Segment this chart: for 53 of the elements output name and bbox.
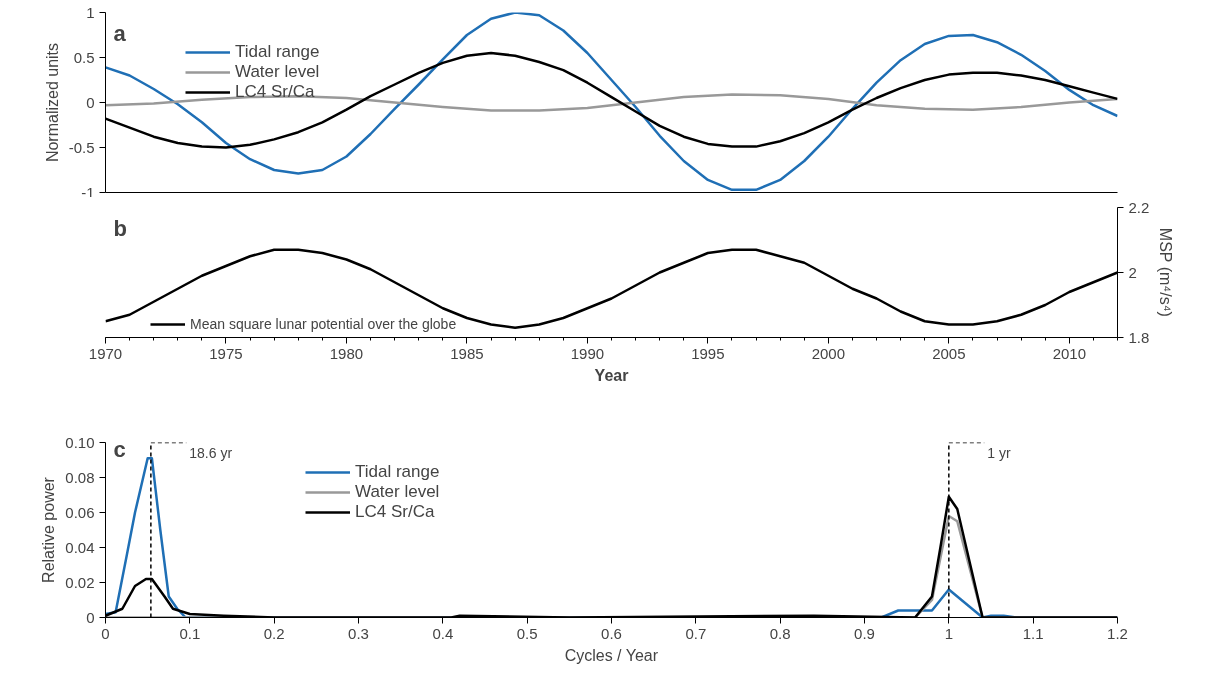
y-tick-label: 0.06 bbox=[65, 503, 95, 521]
x-tick-label: 0.1 bbox=[179, 624, 201, 642]
x-tick-label: 1990 bbox=[570, 344, 605, 362]
legend-label: Tidal range bbox=[235, 42, 320, 62]
y-tick-label: -1 bbox=[81, 183, 95, 201]
x-tick-label: 2010 bbox=[1052, 344, 1086, 362]
x-tick-label: 1970 bbox=[88, 344, 123, 362]
y-tick-label: 0.5 bbox=[73, 48, 95, 66]
x-tick-label: 1975 bbox=[209, 344, 243, 362]
x-tick-label: 1995 bbox=[691, 344, 725, 362]
legend-label: LC4 Sr/Ca bbox=[235, 82, 315, 102]
y-axis-title: Relative power bbox=[40, 476, 58, 583]
x-tick-label: 0.6 bbox=[601, 624, 622, 642]
legend-label: LC4 Sr/Ca bbox=[355, 502, 435, 522]
x-tick-label: 1.1 bbox=[1022, 624, 1044, 642]
y-tick-label: 0.10 bbox=[65, 433, 95, 451]
x-tick-label: 1980 bbox=[329, 344, 364, 362]
x-tick-label: 1985 bbox=[450, 344, 484, 362]
y-tick-label: 0.02 bbox=[65, 573, 95, 591]
legend-label: Water level bbox=[235, 62, 320, 82]
x-tick-label: 1.2 bbox=[1107, 624, 1128, 642]
x-tick-label: 0.5 bbox=[516, 624, 538, 642]
x-tick-label: 0.3 bbox=[348, 624, 369, 642]
x-axis-title: Cycles / Year bbox=[564, 646, 659, 664]
chart-title: c bbox=[113, 436, 126, 462]
x-tick-label: 0 bbox=[101, 624, 110, 642]
y-tick-label: 1 bbox=[86, 3, 95, 21]
y2-tick-label: 2 bbox=[1128, 263, 1137, 281]
legend-label: Tidal range bbox=[355, 462, 440, 482]
y-tick-label: 0.08 bbox=[65, 468, 95, 486]
y2-axis-title: MSP (m⁴/s⁴) bbox=[1157, 227, 1175, 317]
chart-title: a bbox=[113, 20, 127, 46]
x-tick-label: 0.7 bbox=[685, 624, 707, 642]
x-tick-label: 2005 bbox=[932, 344, 966, 362]
y-tick-label: 0.04 bbox=[65, 538, 95, 556]
y-tick-label: -0.5 bbox=[68, 138, 95, 156]
chart-title: b bbox=[113, 215, 127, 241]
y-tick-label: 0 bbox=[86, 93, 95, 111]
x-tick-label: 0.9 bbox=[854, 624, 875, 642]
y2-tick-label: 1.8 bbox=[1128, 328, 1150, 346]
x-axis-title: Year bbox=[594, 366, 629, 384]
x-tick-label: 1 bbox=[944, 624, 954, 642]
x-tick-label: 2000 bbox=[811, 344, 846, 362]
legend-label: Mean square lunar potential over the globe bbox=[190, 316, 457, 332]
x-tick-label: 0.4 bbox=[432, 624, 454, 642]
y2-tick-label: 2.2 bbox=[1128, 198, 1150, 216]
ref-line-label: 1 yr bbox=[987, 444, 1011, 461]
ref-line-label: 18.6 yr bbox=[189, 444, 233, 461]
legend-label: Water level bbox=[355, 482, 440, 502]
x-tick-label: 0.2 bbox=[263, 624, 285, 642]
y-axis-title: Normalized units bbox=[43, 42, 61, 163]
y-tick-label: 0 bbox=[86, 608, 95, 626]
x-tick-label: 0.8 bbox=[769, 624, 791, 642]
